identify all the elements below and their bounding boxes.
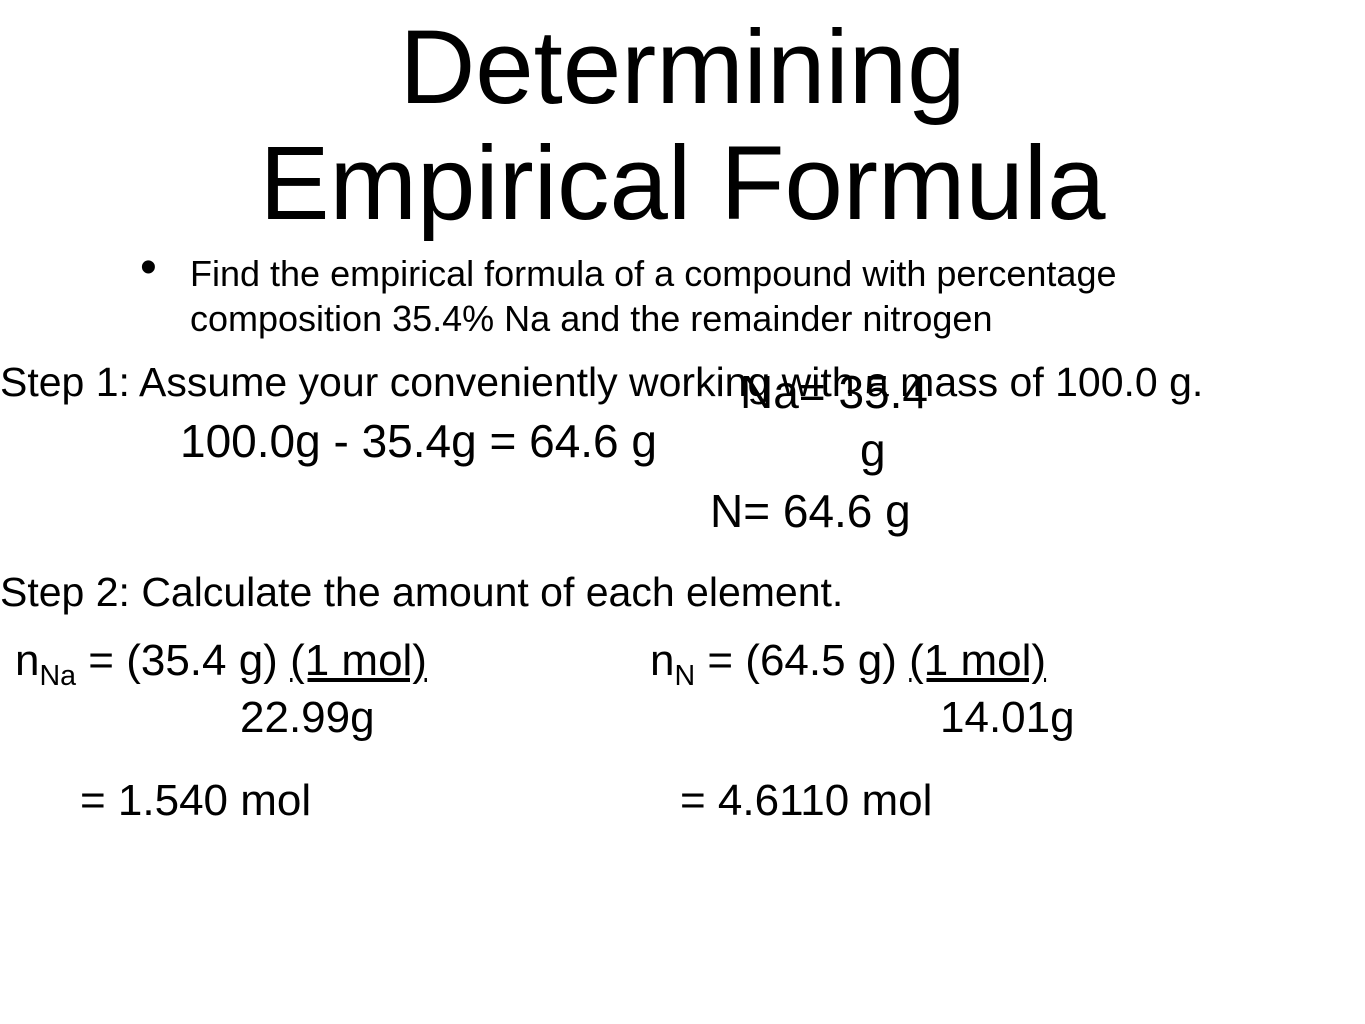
step-1-text: Step 1: Assume your conveniently working…: [0, 356, 1365, 409]
n-mass-label: N= 64.6 g: [710, 484, 911, 538]
bullet-marker: •: [140, 256, 157, 280]
step-2-text: Step 2: Calculate the amount of each ele…: [0, 569, 1365, 616]
bullet-text: Find the empirical formula of a compound…: [190, 251, 1185, 341]
title-line-1: Determining: [399, 9, 965, 126]
slide-title: Determining Empirical Formula: [0, 0, 1365, 241]
result-na: = 1.540 mol: [80, 776, 311, 826]
result-n: = 4.6110 mol: [680, 776, 932, 826]
calculation-n: nN = (64.5 g) (1 mol) 14.01g: [650, 636, 1075, 743]
calculation-na: nNa = (35.4 g) (1 mol) 22.99g: [15, 636, 427, 743]
bullet-point: • Find the empirical formula of a compou…: [0, 251, 1365, 341]
subtraction-equation: 100.0g - 35.4g = 64.6 g: [180, 414, 657, 468]
na-mass-label: Na= 35.4 g: [740, 364, 928, 479]
title-line-2: Empirical Formula: [260, 125, 1106, 242]
